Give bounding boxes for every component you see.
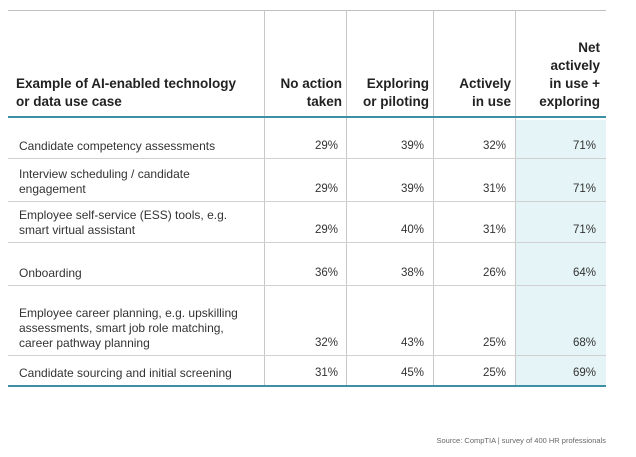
cell-no-action: 29%	[314, 183, 338, 195]
cell-actively: 32%	[482, 140, 506, 152]
table-bottom-border	[8, 385, 606, 387]
header-net: Net actively in use + exploring	[539, 40, 600, 109]
row-label: Onboarding	[19, 266, 82, 280]
net-column-highlight	[515, 120, 606, 385]
cell-no-action: 31%	[314, 367, 338, 379]
column-divider	[515, 10, 516, 386]
cell-exploring: 38%	[400, 267, 424, 279]
cell-actively: 26%	[482, 267, 506, 279]
row-separator	[8, 355, 606, 356]
cell-actively: 25%	[482, 337, 506, 349]
cell-actively: 31%	[482, 224, 506, 236]
header-exploring: Exploring or piloting	[363, 76, 429, 109]
row-separator	[8, 201, 606, 202]
cell-no-action: 36%	[314, 267, 338, 279]
row-label: Candidate competency assessments	[19, 139, 216, 153]
row-label: Interview scheduling / candidate engagem…	[19, 167, 190, 196]
row-separator	[8, 285, 606, 286]
cell-no-action: 32%	[314, 337, 338, 349]
table-row: Candidate sourcing and initial screening…	[8, 356, 606, 385]
survey-table: Example of AI-enabled technology or data…	[8, 10, 606, 387]
table-row: Candidate competency assessments 29% 39%…	[8, 120, 606, 158]
cell-exploring: 43%	[400, 337, 424, 349]
cell-exploring: 40%	[400, 224, 424, 236]
header-separator	[8, 116, 606, 118]
source-note: Source: CompTIA | survey of 400 HR profe…	[436, 436, 606, 445]
cell-exploring: 45%	[400, 367, 424, 379]
column-divider	[346, 10, 347, 386]
cell-actively: 31%	[482, 183, 506, 195]
row-separator	[8, 242, 606, 243]
cell-net: 69%	[572, 367, 596, 379]
column-divider	[433, 10, 434, 386]
cell-exploring: 39%	[400, 140, 424, 152]
row-label: Employee self-service (ESS) tools, e.g. …	[19, 208, 228, 237]
table-row: Employee self-service (ESS) tools, e.g. …	[8, 202, 606, 242]
cell-no-action: 29%	[314, 140, 338, 152]
cell-net: 71%	[572, 224, 596, 236]
row-separator	[8, 158, 606, 159]
cell-net: 71%	[572, 183, 596, 195]
column-divider	[264, 10, 265, 386]
row-label: Employee career planning, e.g. upskillin…	[19, 306, 238, 350]
row-label: Candidate sourcing and initial screening	[19, 366, 232, 380]
cell-exploring: 39%	[400, 183, 424, 195]
table-row: Interview scheduling / candidate engagem…	[8, 159, 606, 201]
header-use-case: Example of AI-enabled technology or data…	[16, 76, 237, 109]
cell-net: 71%	[572, 140, 596, 152]
cell-no-action: 29%	[314, 224, 338, 236]
table-top-border	[8, 10, 606, 11]
table-row: Employee career planning, e.g. upskillin…	[8, 286, 606, 355]
cell-actively: 25%	[482, 367, 506, 379]
header-actively: Actively in use	[459, 76, 511, 109]
table-row: Onboarding 36% 38% 26% 64%	[8, 243, 606, 285]
cell-net: 68%	[572, 337, 596, 349]
header-no-action: No action taken	[280, 76, 342, 109]
cell-net: 64%	[572, 267, 596, 279]
